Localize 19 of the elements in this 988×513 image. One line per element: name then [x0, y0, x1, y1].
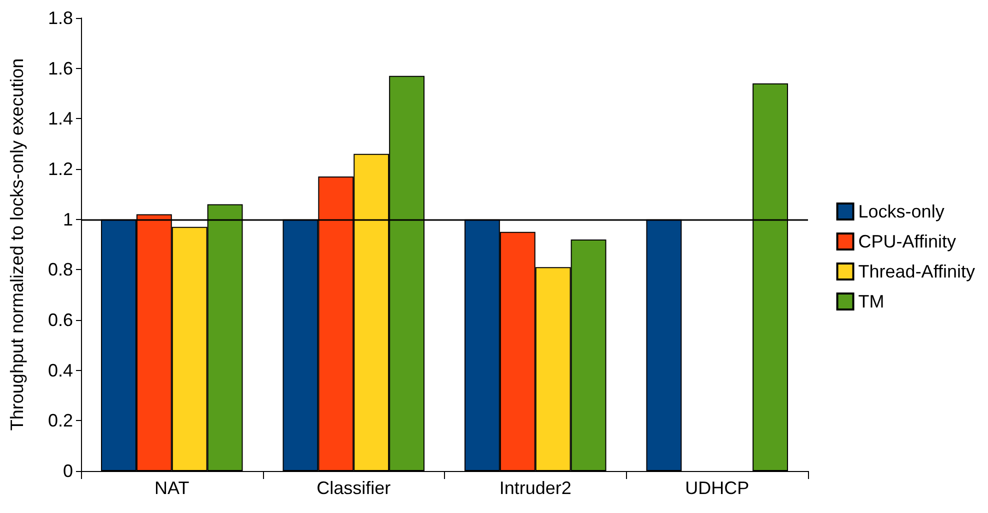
y-tick-label: 1: [62, 209, 73, 230]
y-tick-label: 0.2: [48, 410, 73, 431]
y-axis-title: Throughput normalized to locks-only execution: [7, 58, 27, 431]
y-tick-label: 0: [62, 461, 73, 481]
x-tick-label: Classifier: [316, 478, 391, 498]
y-tick-label: 1.4: [48, 108, 73, 129]
y-tick-label: 1.2: [48, 159, 73, 179]
x-tick-label: UDHCP: [685, 478, 750, 498]
y-tick-label: 1.6: [48, 58, 73, 78]
legend-label: Thread-Affinity: [858, 262, 975, 282]
legend-label: CPU-Affinity: [858, 232, 956, 252]
x-tick-label: NAT: [154, 478, 190, 498]
y-tick-label: 0.8: [48, 260, 73, 280]
y-tick-label: 1.8: [48, 8, 73, 28]
x-tick-label: Intruder2: [499, 478, 572, 498]
legend-label: TM: [858, 292, 884, 312]
legend-label: Locks-only: [858, 202, 944, 222]
y-tick-label: 0.4: [48, 360, 73, 380]
y-tick-label: 0.6: [48, 310, 73, 330]
